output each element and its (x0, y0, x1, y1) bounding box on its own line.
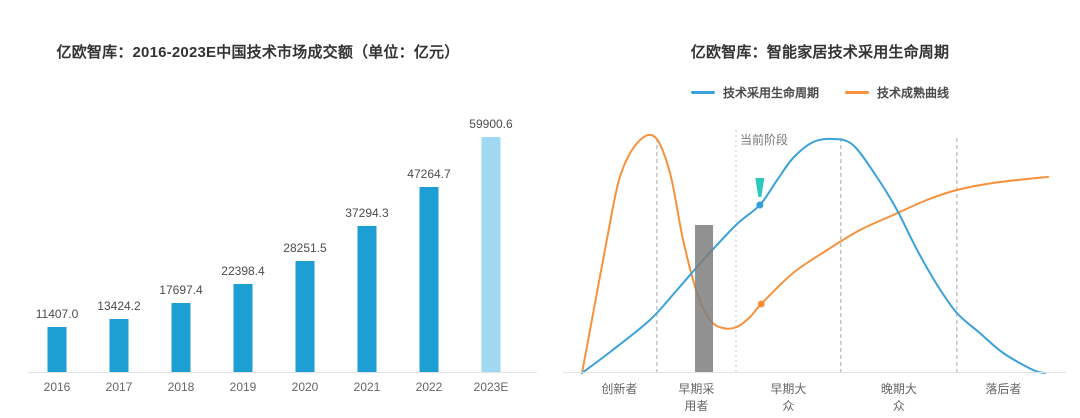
bar-column-2017: 13424.2 (88, 110, 150, 372)
x-tick-label-2023E: 2023E (473, 380, 509, 394)
bar-value-label: 22398.4 (221, 264, 265, 279)
bar-column-2016: 11407.0 (26, 110, 88, 372)
adoption-current-dot (756, 201, 764, 209)
bar-chart-panel: 亿欧智库：2016-2023E中国技术市场成交额（单位：亿元） 11407.0 1… (26, 44, 537, 394)
bar-2023E (481, 137, 501, 372)
x-tick-label-2016: 2016 (43, 380, 71, 394)
bar-value-label: 47264.7 (407, 166, 451, 181)
bar-column-2019: 22398.4 (212, 110, 274, 372)
bar-column-2020: 28251.5 (274, 110, 336, 372)
bar-column-2023E: 59900.6 (460, 110, 522, 372)
legend-label-adoption: 技术采用生命周期 (722, 86, 819, 100)
bar-2016 (47, 327, 67, 372)
bar-x-axis-labels: 2016 2017 2018 2019 2020 2021 2022 2023E (26, 380, 522, 394)
legend-item-adoption[interactable]: 技术采用生命周期 (690, 84, 819, 101)
bar-2019 (233, 284, 253, 372)
lifecycle-plot-area (581, 130, 1050, 374)
chasm-bar (695, 225, 714, 373)
x-tick-label-2022: 2022 (415, 380, 443, 394)
legend-label-hype: 技术成熟曲线 (877, 86, 950, 100)
lifecycle-chart-title: 亿欧智库：智能家居技术采用生命周期 (690, 44, 950, 61)
stage-label-0: 创新者 (601, 382, 638, 396)
bar-2020 (295, 261, 315, 372)
bar-2021 (357, 225, 377, 372)
x-tick-label-2021: 2021 (353, 380, 381, 394)
hype-current-dot (757, 300, 765, 308)
bar-2017 (109, 319, 129, 372)
x-tick-label-2019: 2019 (229, 380, 257, 394)
bar-value-label: 13424.2 (97, 299, 141, 314)
bar-column-2022: 47264.7 (398, 110, 460, 372)
hype-cycle-curve (581, 133, 1050, 374)
x-tick-label-2020: 2020 (291, 380, 319, 394)
stage-label-3: 晚期大 众 (880, 382, 917, 413)
bar-2022 (419, 186, 439, 372)
legend-item-hype[interactable]: 技术成熟曲线 (845, 84, 949, 101)
bar-chart-title: 亿欧智库：2016-2023E中国技术市场成交额（单位：亿元） (56, 44, 460, 61)
hype-line-swatch-icon (845, 91, 869, 94)
current-stage-label: 当前阶段 (740, 133, 789, 147)
stage-label-2: 早期大 众 (770, 382, 807, 413)
adoption-lifecycle-curve (581, 137, 1046, 374)
bar-column-2021: 37294.3 (336, 110, 398, 372)
bar-plot-area: 11407.0 13424.2 17697.4 22398.4 28251.5 37294… (26, 110, 522, 372)
lifecycle-chart-panel: 亿欧智库：智能家居技术采用生命周期 技术采用生命周期 技术成熟曲线 当前阶段 创… (540, 0, 1080, 418)
lifecycle-legend: 技术采用生命周期 技术成熟曲线 (540, 84, 1080, 101)
x-tick-label-2017: 2017 (105, 380, 133, 394)
bar-value-label: 17697.4 (159, 282, 203, 297)
bar-value-label: 59900.6 (469, 117, 513, 131)
bar-value-label: 28251.5 (283, 241, 327, 256)
stage-label-1: 早期采 用者 (678, 382, 715, 413)
adoption-line-swatch-icon (690, 91, 715, 94)
lifecycle-x-axis-line (563, 372, 1066, 373)
current-stage-pin-icon (755, 178, 765, 197)
x-tick-label-2018: 2018 (167, 380, 195, 394)
bar-value-label: 37294.3 (345, 205, 389, 220)
bar-x-axis-line (28, 372, 537, 373)
bar-2018 (171, 302, 191, 372)
stage-label-4: 落后者 (985, 382, 1022, 396)
bar-column-2018: 17697.4 (150, 110, 212, 372)
bar-value-label: 11407.0 (35, 307, 79, 322)
